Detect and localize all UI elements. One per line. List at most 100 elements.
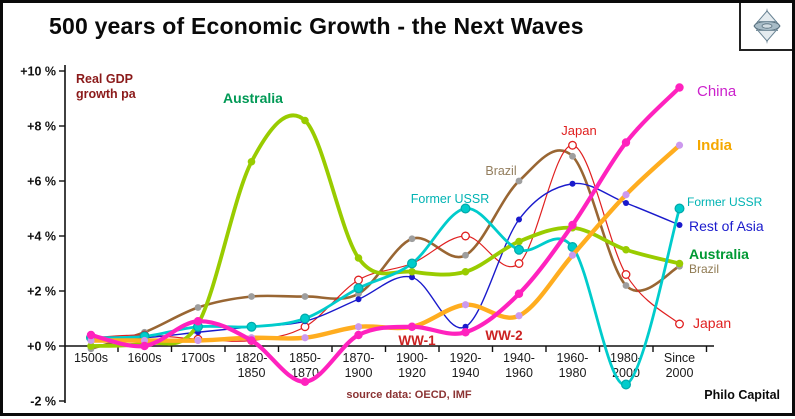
series-marker-brazil <box>408 235 416 243</box>
series-end-label-japan: Japan <box>693 315 731 331</box>
x-tick-label: 1900 <box>345 366 373 380</box>
series-marker-australia <box>622 245 630 254</box>
series-marker-china <box>568 220 577 230</box>
x-tick-label: 1960- <box>557 351 589 365</box>
series-marker-australia <box>354 254 363 262</box>
x-tick-label: 1960 <box>505 366 533 380</box>
series-marker-rest-of-asia <box>462 323 469 330</box>
series-marker-brazil <box>622 282 630 289</box>
series-marker-china <box>300 377 310 386</box>
series-marker-japan <box>514 259 524 268</box>
series-marker-rest-of-asia <box>569 180 576 187</box>
series-marker-former-ussr <box>460 203 471 214</box>
series-marker-brazil <box>569 152 576 160</box>
x-tick-label: 2000 <box>666 366 694 380</box>
series-marker-brazil <box>515 177 523 185</box>
series-marker-rest-of-asia <box>409 274 415 281</box>
chart-annotation-australia: Australia <box>223 90 283 106</box>
x-tick-label: 1870 <box>291 366 319 380</box>
series-marker-india <box>568 251 577 259</box>
series-marker-former-ussr <box>620 379 631 390</box>
series-marker-former-ussr <box>407 258 418 269</box>
chart-annotation-japan: Japan <box>561 123 596 138</box>
series-marker-india <box>194 336 202 345</box>
x-tick-label: 1980- <box>610 351 642 365</box>
series-marker-india <box>301 334 309 342</box>
brand-name: Philo Capital <box>704 388 780 402</box>
series-marker-former-ussr <box>300 313 311 324</box>
series-marker-japan <box>675 319 684 329</box>
series-marker-australia <box>515 237 523 246</box>
chart-annotation-ww-2: WW-2 <box>485 328 522 343</box>
chart-annotation-brazil: Brazil <box>485 164 516 178</box>
y-tick-label: -2 % <box>30 395 56 409</box>
x-tick-label: 1700s <box>181 351 215 365</box>
series-end-label-australia: Australia <box>689 246 749 262</box>
series-marker-india <box>515 312 523 320</box>
series-marker-rest-of-asia <box>355 296 362 303</box>
x-tick-label: 1920 <box>398 366 426 380</box>
y-axis-title: Real GDP growth pa <box>76 72 136 102</box>
x-tick-label: 1820- <box>236 351 268 365</box>
series-marker-india <box>675 141 684 149</box>
series-marker-china <box>621 138 631 147</box>
series-marker-rest-of-asia <box>676 222 683 228</box>
series-line-brazil <box>89 149 681 351</box>
series-marker-china <box>193 317 203 326</box>
series-marker-china <box>675 83 684 92</box>
series-marker-australia <box>461 267 470 276</box>
x-tick-label: 1500s <box>74 351 108 365</box>
source-note: source data: OECD, IMF <box>346 389 472 401</box>
series-marker-china <box>514 289 524 298</box>
logo-box <box>739 3 792 51</box>
series-marker-china <box>461 328 470 337</box>
x-tick-label: 1870- <box>343 351 375 365</box>
series-marker-japan <box>461 231 470 241</box>
series-marker-australia <box>301 116 309 125</box>
series-marker-brazil <box>248 293 255 300</box>
series-end-label-rest-of-asia: Rest of Asia <box>689 218 764 234</box>
y-tick-label: +0 % <box>27 340 56 354</box>
series-marker-brazil <box>462 251 469 259</box>
series-end-label-brazil: Brazil <box>689 262 719 276</box>
page-title: 500 years of Economic Growth - the Next … <box>49 13 584 39</box>
series-marker-china <box>247 336 256 345</box>
y-tick-label: +8 % <box>27 120 56 134</box>
series-marker-rest-of-asia <box>516 216 522 223</box>
series-end-label-india: India <box>697 137 733 154</box>
series-marker-china <box>407 322 417 331</box>
series-marker-brazil <box>194 304 202 311</box>
x-tick-label: 1900- <box>396 351 428 365</box>
y-tick-label: +6 % <box>27 175 56 189</box>
x-tick-label: 1850 <box>238 366 266 380</box>
series-marker-china <box>354 330 363 340</box>
series-marker-australia <box>675 259 684 268</box>
series-marker-australia <box>87 342 95 350</box>
series-marker-japan <box>621 270 631 279</box>
series-marker-australia <box>408 267 416 276</box>
series-marker-brazil <box>301 293 309 300</box>
series-marker-japan <box>354 275 363 285</box>
series-marker-former-ussr <box>353 283 364 294</box>
series-marker-former-ussr <box>246 321 257 332</box>
series-end-label-china: China <box>697 83 737 100</box>
series-marker-china <box>86 330 96 340</box>
y-axis-title-line1: Real GDP <box>76 72 133 86</box>
series-marker-india <box>622 191 630 199</box>
y-tick-label: +2 % <box>27 285 56 299</box>
y-tick-label: +10 % <box>20 65 56 79</box>
y-axis-title-line2: growth pa <box>76 87 136 101</box>
series-marker-rest-of-asia <box>623 200 629 206</box>
x-tick-label: 1600s <box>127 351 161 365</box>
x-tick-label: 1850- <box>289 351 321 365</box>
series-marker-former-ussr <box>514 244 525 255</box>
series-marker-china <box>140 341 149 351</box>
x-tick-label: Since <box>664 351 695 365</box>
series-marker-former-ussr <box>674 203 685 214</box>
x-tick-label: 1940- <box>503 351 535 365</box>
chart-annotation-ww-1: WW-1 <box>398 333 436 348</box>
growth-line-chart: +10 % +8 % +6 % +4 % +2 % +0 % -2 % 1500s 1600s 1… <box>20 65 764 409</box>
series-end-label-former-ussr: Former USSR <box>687 195 763 209</box>
series-marker-australia <box>247 157 256 166</box>
